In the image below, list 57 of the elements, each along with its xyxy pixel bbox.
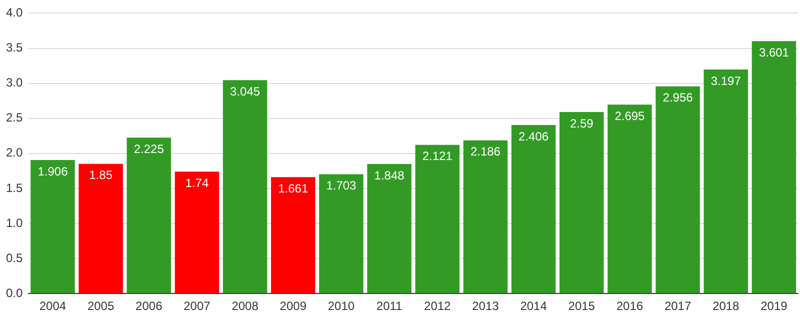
- y-tick-label: 0.5: [6, 250, 23, 265]
- data-label: 2.956: [662, 90, 694, 105]
- x-tick-label: 2013: [472, 299, 500, 314]
- x-tick-label: 2015: [568, 299, 596, 314]
- bar: [126, 138, 172, 294]
- data-label: 1.661: [278, 181, 308, 196]
- data-label: 2.121: [422, 149, 453, 164]
- data-label: 1.703: [326, 178, 357, 193]
- x-tick-label: 2010: [328, 299, 355, 314]
- data-label: 2.59: [570, 116, 594, 130]
- data-label: 1.906: [38, 164, 68, 178]
- y-tick-label: 1.5: [6, 180, 23, 195]
- x-tick-label: 2011: [376, 299, 403, 314]
- y-tick-label: 0.0: [6, 286, 23, 300]
- x-tick-label: 2016: [616, 299, 644, 314]
- x-tick-label: 2012: [424, 299, 452, 314]
- x-tick-label: 2017: [664, 299, 692, 314]
- bar: [222, 80, 268, 294]
- data-label: 2.406: [518, 129, 549, 144]
- bar: [271, 177, 316, 294]
- y-tick-label: 2.0: [6, 146, 23, 160]
- bar: [560, 112, 604, 294]
- data-label: 1.848: [374, 168, 405, 182]
- bar: [319, 174, 364, 294]
- x-tick-label: 2006: [136, 299, 163, 314]
- bar: [174, 172, 220, 294]
- data-label: 1.85: [89, 168, 113, 182]
- bar: [367, 164, 412, 294]
- data-label: 2.186: [470, 144, 501, 159]
- x-tick-label: 2014: [520, 299, 548, 314]
- data-label: 3.045: [230, 84, 260, 98]
- bar: [78, 164, 123, 294]
- x-tick-label: 2019: [760, 299, 788, 314]
- data-label: 3.601: [758, 45, 790, 60]
- bar: [415, 144, 460, 294]
- data-label: 2.695: [614, 108, 646, 123]
- x-tick-label: 2009: [280, 299, 307, 314]
- data-label: 3.197: [710, 74, 742, 88]
- bar: [30, 160, 75, 294]
- y-tick-label: 1.0: [6, 216, 23, 230]
- bar: [656, 86, 700, 294]
- y-tick-label: 3.0: [6, 76, 23, 90]
- x-tick-label: 2007: [184, 299, 211, 314]
- x-tick-label: 2004: [39, 299, 66, 314]
- bar: [608, 104, 652, 294]
- y-tick-label: 2.5: [6, 110, 23, 125]
- bar: [752, 41, 796, 294]
- x-tick-label: 2018: [712, 299, 740, 314]
- bar: [511, 124, 556, 294]
- y-tick-label: 3.5: [6, 40, 23, 55]
- bar: [704, 69, 748, 294]
- bar: [463, 140, 508, 294]
- y-tick-label: 4.0: [6, 6, 23, 20]
- data-label: 1.74: [185, 176, 209, 190]
- x-tick-label: 2005: [87, 299, 114, 314]
- data-label: 2.225: [134, 142, 164, 156]
- x-tick-label: 2008: [232, 299, 259, 314]
